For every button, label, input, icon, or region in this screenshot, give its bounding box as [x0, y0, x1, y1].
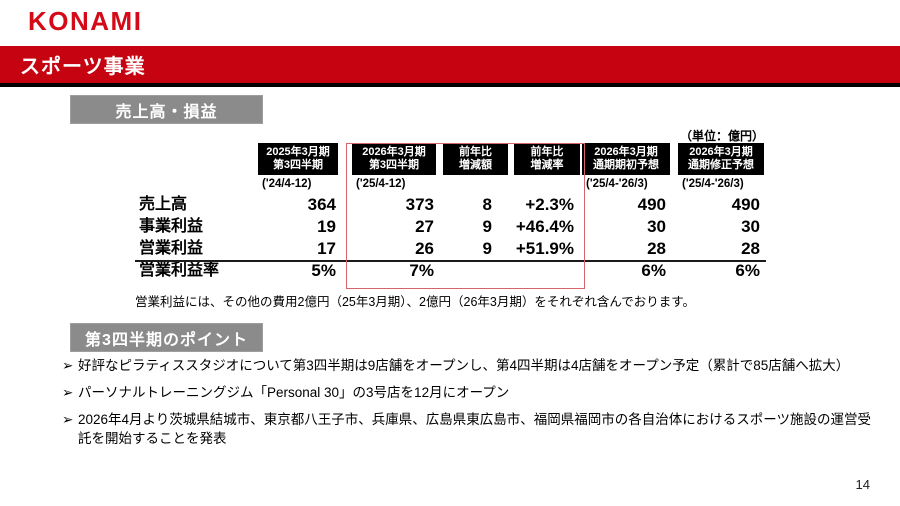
- table-cell: [514, 260, 580, 282]
- title-banner: スポーツ事業: [0, 46, 900, 87]
- bullet-item-1: ➢ パーソナルトレーニングジム「Personal 30」の3号店を12月にオープン: [62, 383, 876, 402]
- column-header-5: 2026年3月期 通期修正予想: [678, 143, 764, 175]
- section-header-sales-label: 売上高・損益: [115, 103, 218, 121]
- table-cell: 8: [482, 195, 492, 214]
- table-cell: 6%: [735, 261, 760, 280]
- table-cell: 27: [415, 217, 434, 236]
- page-number: 14: [855, 477, 870, 492]
- table-cell: 28: [647, 239, 666, 258]
- table-cell: 28: [741, 239, 760, 258]
- column-subheader-5: ('25/4-'26/3): [682, 178, 744, 190]
- konami-logo: KONAMI: [28, 6, 143, 36]
- table-cell: 7%: [409, 261, 434, 280]
- column-subheader-2: [443, 175, 508, 194]
- column-subheader-4: ('25/4-'26/3): [586, 178, 648, 190]
- section-header-points-label: 第3四半期のポイント: [85, 331, 248, 349]
- table-row-3: 営業利益率 5% 7% 6% 6%: [135, 260, 775, 282]
- table-body: 売上高 364 373 8 +2.3% 490 490 事業利益 19 27 9 +46.4% 30 30…: [135, 194, 775, 282]
- table-cell: 5%: [311, 261, 336, 280]
- bullet-arrow-icon: ➢: [62, 385, 74, 400]
- table-row-0: 売上高 364 373 8 +2.3% 490 490: [135, 194, 775, 216]
- bullet-item-2: ➢ 2026年4月より茨城県結城市、東京都八王子市、兵庫県、広島県東広島市、福岡県…: [62, 410, 876, 448]
- table-subheader-row: ('24/4-12) ('25/4-12) ('25/4-'26/3) ('25/4-…: [135, 175, 775, 194]
- row-label: 営業利益: [139, 240, 204, 257]
- column-subheader-3: [514, 175, 580, 194]
- page-title: スポーツ事業: [20, 56, 146, 78]
- table-separator-line: [135, 260, 766, 262]
- column-subheader-0: ('24/4-12): [262, 178, 312, 190]
- row-label: 営業利益率: [139, 262, 220, 279]
- table-cell: +2.3%: [525, 195, 574, 214]
- table-row-2: 営業利益 17 26 9 +51.9% 28 28: [135, 238, 775, 260]
- column-header-3: 前年比 増減率: [514, 143, 580, 175]
- row-label-spacer: [135, 143, 258, 175]
- table-cell: 364: [307, 195, 336, 214]
- bullet-text: 2026年4月より茨城県結城市、東京都八王子市、兵庫県、広島県東広島市、福岡県福…: [78, 412, 871, 446]
- table-cell: [443, 260, 508, 282]
- financial-table: 2025年3月期 第3四半期 2026年3月期 第3四半期 前年比 増減額 前年比 増減率 20…: [135, 143, 775, 289]
- table-cell: 30: [741, 217, 760, 236]
- unit-label: （単位：億円）: [679, 129, 764, 143]
- section-header-sales: 売上高・損益: [70, 95, 263, 124]
- row-label-spacer: [135, 175, 258, 194]
- table-cell: 373: [405, 195, 434, 214]
- table-cell: +51.9%: [515, 239, 574, 258]
- column-subheader-1: ('25/4-12): [356, 178, 406, 190]
- table-cell: +46.4%: [515, 217, 574, 236]
- table-cell: 30: [647, 217, 666, 236]
- section-header-points: 第3四半期のポイント: [70, 323, 263, 352]
- bullet-item-0: ➢ 好評なピラティススタジオについて第3四半期は9店舗をオープンし、第4四半期は4…: [62, 356, 876, 375]
- table-cell: 17: [317, 239, 336, 258]
- table-cell: 6%: [641, 261, 666, 280]
- table-cell: 490: [637, 195, 666, 214]
- bullet-arrow-icon: ➢: [62, 358, 74, 373]
- bullet-text: パーソナルトレーニングジム「Personal 30」の3号店を12月にオープン: [78, 385, 510, 400]
- table-header-row: 2025年3月期 第3四半期 2026年3月期 第3四半期 前年比 増減額 前年比 増減率 20…: [135, 143, 775, 175]
- row-label: 売上高: [139, 196, 188, 213]
- table-cell: 9: [482, 217, 492, 236]
- table-row-1: 事業利益 19 27 9 +46.4% 30 30: [135, 216, 775, 238]
- column-header-1: 2026年3月期 第3四半期: [352, 143, 436, 175]
- column-header-2: 前年比 増減額: [443, 143, 508, 175]
- column-header-0: 2025年3月期 第3四半期: [258, 143, 338, 175]
- table-footnote: 営業利益には、その他の費用2億円（25年3月期）、2億円（26年3月期）をそれぞ…: [135, 295, 695, 309]
- row-label: 事業利益: [139, 218, 204, 235]
- points-list: ➢ 好評なピラティススタジオについて第3四半期は9店舗をオープンし、第4四半期は4…: [62, 356, 876, 456]
- table-cell: 19: [317, 217, 336, 236]
- bullet-arrow-icon: ➢: [62, 412, 74, 427]
- table-cell: 9: [482, 239, 492, 258]
- column-header-4: 2026年3月期 通期期初予想: [582, 143, 670, 175]
- table-cell: 26: [415, 239, 434, 258]
- table-cell: 490: [731, 195, 760, 214]
- bullet-text: 好評なピラティススタジオについて第3四半期は9店舗をオープンし、第4四半期は4店…: [78, 358, 850, 373]
